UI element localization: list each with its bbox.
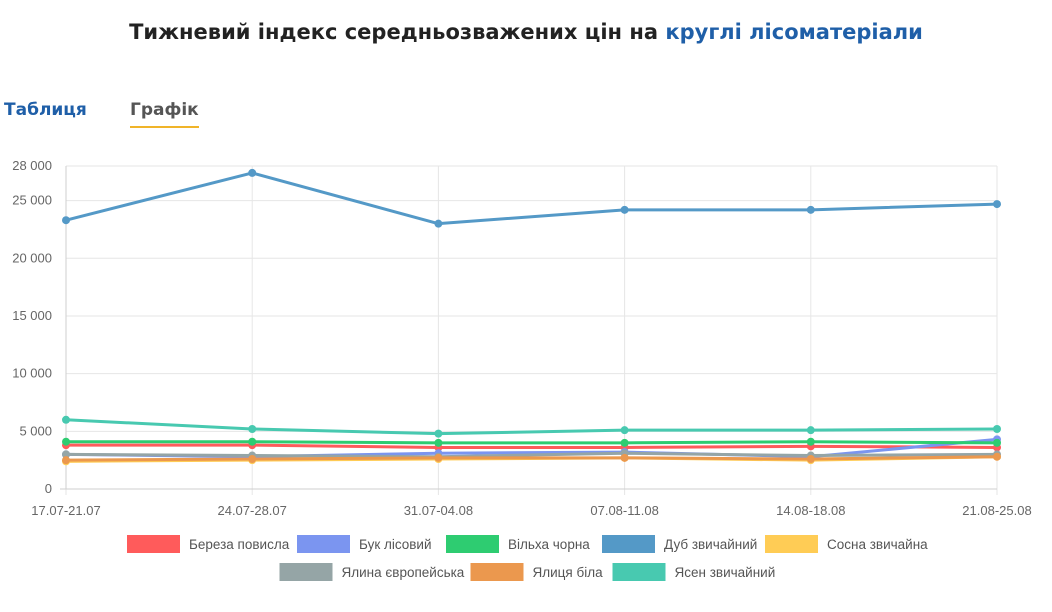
y-tick-label: 20 000 <box>12 250 52 265</box>
tab-chart[interactable]: Графік <box>130 100 199 128</box>
data-point <box>62 216 70 225</box>
legend-label: Ялиця біла <box>533 565 604 580</box>
legend-swatch <box>279 563 333 581</box>
legend-swatch <box>612 563 666 581</box>
x-tick-label: 24.07-28.07 <box>217 503 286 518</box>
x-tick-label: 21.08-25.08 <box>962 503 1031 518</box>
data-point <box>62 456 70 465</box>
page-title: Тижневий індекс середньозважених цін на … <box>0 20 1052 44</box>
data-point <box>248 168 257 177</box>
data-point <box>620 453 629 462</box>
y-tick-label: 10 000 <box>12 366 52 381</box>
x-tick-label: 14.08-18.08 <box>776 503 845 518</box>
data-point <box>248 455 257 464</box>
data-point <box>993 425 1001 434</box>
line-chart: 0 5 000 10 000 15 000 20 000 25 000 28 000 17.0… <box>12 158 1032 581</box>
legend-label: Береза повисла <box>189 537 290 552</box>
data-point <box>806 437 815 446</box>
data-point <box>248 425 257 434</box>
legend-swatch <box>470 563 524 581</box>
legend-label: Вільха чорна <box>508 537 590 552</box>
data-point <box>62 437 70 446</box>
y-tick-label: 28 000 <box>12 158 52 173</box>
series-line <box>64 171 999 226</box>
data-point <box>806 205 815 214</box>
title-text: Тижневий індекс середньозважених цін на <box>129 20 659 44</box>
y-tick-label: 15 000 <box>12 308 52 323</box>
data-point <box>434 453 443 462</box>
legend-swatch <box>127 535 180 553</box>
data-point <box>434 438 443 447</box>
series-line <box>64 440 999 445</box>
legend-label: Ясен звичайний <box>675 565 776 580</box>
legend-swatch <box>765 535 818 553</box>
legend-swatch <box>446 535 499 553</box>
series-line <box>64 443 999 449</box>
title-link[interactable]: круглі лісоматеріали <box>665 20 923 44</box>
legend-label: Сосна звичайна <box>827 537 928 552</box>
data-point <box>620 426 629 435</box>
y-tick-label: 25 000 <box>12 193 52 208</box>
tab-table[interactable]: Таблиця <box>4 100 87 120</box>
series-line <box>64 451 999 459</box>
legend-swatch <box>602 535 655 553</box>
data-point <box>62 450 70 459</box>
series-line <box>64 455 999 462</box>
data-point <box>993 438 1001 447</box>
y-tick-label: 5 000 <box>19 423 52 438</box>
data-point <box>434 219 443 228</box>
data-point <box>993 200 1001 209</box>
x-tick-label: 07.08-11.08 <box>590 503 658 518</box>
x-tick-label: 17.07-21.07 <box>31 503 100 518</box>
legend-label: Ялина європейська <box>342 565 465 580</box>
data-point <box>248 437 257 446</box>
series-line <box>64 418 999 436</box>
legend-label: Бук лісовий <box>359 537 432 552</box>
data-point <box>62 415 70 424</box>
data-point <box>620 438 629 447</box>
data-point <box>434 429 443 438</box>
x-tick-label: 31.07-04.08 <box>404 503 473 518</box>
data-point <box>806 426 815 435</box>
y-tick-label: 0 <box>45 481 52 496</box>
data-point <box>620 205 629 214</box>
data-point <box>993 452 1001 461</box>
legend-label: Дуб звичайний <box>664 537 757 552</box>
data-point <box>806 455 815 464</box>
legend-swatch <box>297 535 350 553</box>
